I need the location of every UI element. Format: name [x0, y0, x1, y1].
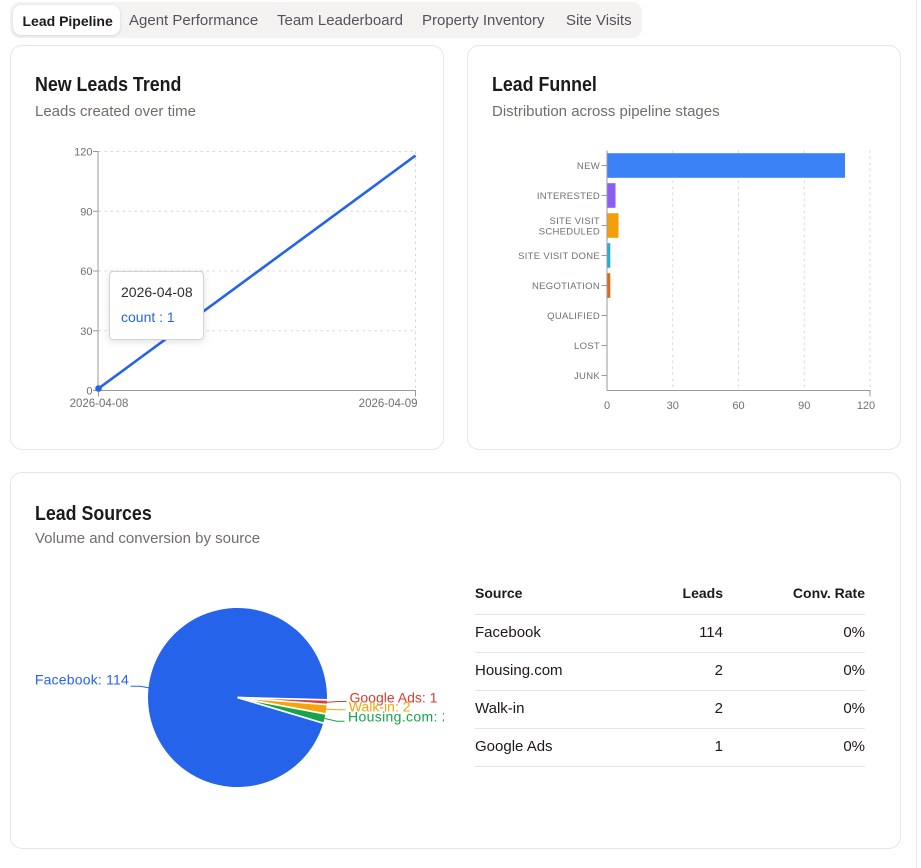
- svg-text:2026-04-09: 2026-04-09: [359, 398, 418, 410]
- svg-text:SITE VISIT: SITE VISIT: [549, 216, 600, 227]
- svg-text:QUALIFIED: QUALIFIED: [547, 311, 600, 322]
- svg-text:Facebook: 114: Facebook: 114: [35, 672, 129, 688]
- svg-text:2026-04-08: 2026-04-08: [70, 398, 129, 410]
- svg-text:NEGOTIATION: NEGOTIATION: [532, 281, 600, 292]
- svg-text:Walk-in: 2: Walk-in: 2: [349, 699, 411, 715]
- svg-text:30: 30: [667, 400, 679, 412]
- svg-text:SCHEDULED: SCHEDULED: [539, 226, 600, 237]
- svg-text:120: 120: [857, 400, 875, 412]
- svg-text:60: 60: [732, 400, 744, 412]
- svg-text:LOST: LOST: [574, 341, 600, 352]
- svg-text:INTERESTED: INTERESTED: [537, 191, 600, 202]
- svg-text:60: 60: [80, 266, 92, 278]
- svg-text:NEW: NEW: [577, 161, 600, 172]
- svg-text:30: 30: [80, 326, 92, 338]
- svg-text:120: 120: [74, 147, 92, 159]
- svg-text:0: 0: [86, 386, 92, 398]
- svg-text:90: 90: [798, 400, 810, 412]
- svg-text:90: 90: [80, 206, 92, 218]
- svg-text:Housing.com: 2: Housing.com: 2: [348, 709, 450, 725]
- svg-text:JUNK: JUNK: [574, 371, 600, 382]
- svg-text:Google Ads: 1: Google Ads: 1: [350, 690, 438, 706]
- svg-text:0: 0: [604, 400, 610, 412]
- svg-text:SITE VISIT DONE: SITE VISIT DONE: [518, 251, 600, 262]
